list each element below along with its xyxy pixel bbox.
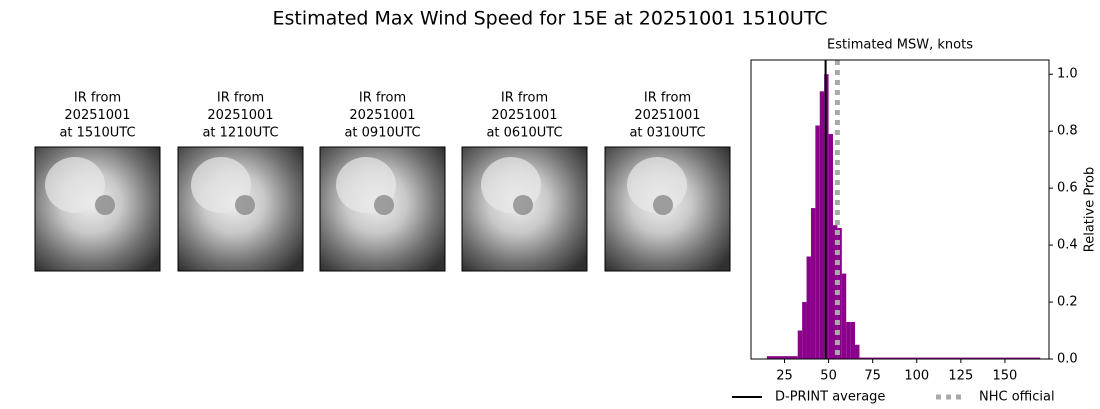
bar bbox=[841, 273, 847, 359]
x-tick-label: 150 bbox=[993, 369, 1018, 384]
bar bbox=[802, 302, 807, 359]
panel-title: 20251001 bbox=[634, 108, 700, 123]
ir-eye bbox=[95, 195, 115, 215]
panel-title: IR from bbox=[644, 91, 691, 106]
y-tick-label: 0.2 bbox=[1057, 295, 1078, 310]
x-tick-label: 100 bbox=[904, 369, 929, 384]
panel-title: at 0310UTC bbox=[629, 126, 705, 141]
panel-title: IR from bbox=[74, 91, 121, 106]
ir-cloud bbox=[45, 157, 105, 213]
ir-eye bbox=[235, 195, 255, 215]
panel-title: IR from bbox=[217, 91, 264, 106]
legend-label: NHC official bbox=[979, 390, 1055, 405]
histogram-chart: Estimated MSW, knots D-PRINT average NHC o… bbox=[732, 38, 1098, 405]
y-tick-label: 0.6 bbox=[1057, 181, 1078, 196]
bar bbox=[828, 134, 833, 359]
panel-title: at 1210UTC bbox=[202, 126, 278, 141]
x-tick-label: 125 bbox=[948, 369, 973, 384]
bar bbox=[850, 321, 856, 359]
ir-eye bbox=[513, 195, 533, 215]
chart-title: Estimated MSW, knots bbox=[827, 38, 973, 53]
panel-title: at 0910UTC bbox=[344, 126, 420, 141]
legend-label: D-PRINT average bbox=[775, 390, 885, 405]
figure-title: Estimated Max Wind Speed for 15E at 2025… bbox=[272, 8, 827, 30]
x-tick-label: 25 bbox=[776, 369, 793, 384]
ir-eye bbox=[374, 195, 394, 215]
panel-title: IR from bbox=[359, 91, 406, 106]
y-tick-label: 0.0 bbox=[1057, 352, 1078, 367]
x-tick-label: 75 bbox=[864, 369, 881, 384]
bar bbox=[815, 125, 820, 359]
bar bbox=[810, 208, 816, 359]
bar bbox=[855, 344, 860, 359]
y-axis-label: Relative Prob bbox=[1083, 167, 1098, 252]
x-tick-label: 50 bbox=[820, 369, 837, 384]
panel-title: IR from bbox=[501, 91, 548, 106]
bar bbox=[797, 330, 803, 359]
bar bbox=[819, 91, 825, 360]
bar bbox=[846, 321, 851, 359]
panel-title: at 0610UTC bbox=[486, 126, 562, 141]
y-tick-label: 0.8 bbox=[1057, 124, 1078, 139]
panel-title: 20251001 bbox=[491, 108, 557, 123]
ir-eye bbox=[653, 195, 673, 215]
panel-title: 20251001 bbox=[349, 108, 415, 123]
panel-title: at 1510UTC bbox=[59, 126, 135, 141]
y-tick-label: 1.0 bbox=[1057, 67, 1078, 82]
bar bbox=[806, 256, 811, 359]
bar bbox=[766, 356, 798, 359]
panel-title: 20251001 bbox=[64, 108, 130, 123]
panel-title: 20251001 bbox=[207, 108, 273, 123]
plot-frame bbox=[750, 59, 1050, 360]
ir-cloud bbox=[627, 157, 687, 213]
y-tick-label: 0.4 bbox=[1057, 238, 1078, 253]
ir-cloud bbox=[191, 157, 251, 213]
panels: IR from 20251001 at 1510UTC IR from 20251001… bbox=[34, 91, 731, 272]
bar bbox=[859, 357, 1041, 359]
